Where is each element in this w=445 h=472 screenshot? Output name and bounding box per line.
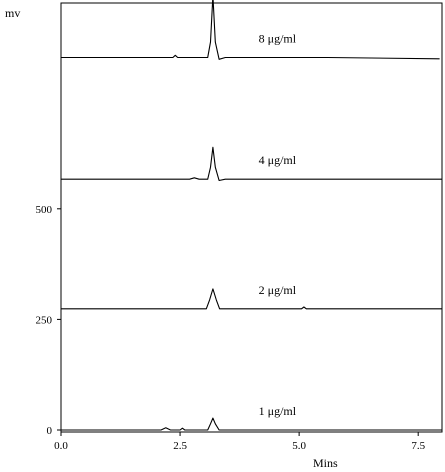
y-tick-label: 500 (36, 204, 53, 216)
x-tick-label: 0.0 (54, 440, 68, 452)
plot-frame (60, 2, 443, 433)
series-label: 8 μg/ml (259, 31, 297, 45)
series-labels: 32 μg/ml16 μg/ml8 μg/ml4 μg/ml2 μg/ml1 μ… (259, 31, 297, 418)
y-axis-ticks: 0 250 500 (36, 204, 61, 437)
x-axis-ticks: 0.0 2.5 5.0 7.5 (54, 432, 426, 452)
series-label: 1 μg/ml (259, 404, 297, 418)
x-tick-label: 2.5 (173, 440, 187, 452)
series-line (61, 146, 442, 182)
y-axis-label: mv (5, 6, 20, 20)
y-tick-label: 0 (47, 425, 53, 437)
series-label: 4 μg/ml (259, 153, 297, 167)
chromatogram-traces (61, 0, 442, 431)
x-tick-label: 7.5 (411, 440, 425, 452)
series-line (61, 0, 440, 60)
series-line (61, 288, 442, 310)
series-label: 2 μg/ml (259, 283, 297, 297)
y-tick-label: 250 (36, 314, 53, 326)
series-line (61, 417, 442, 431)
x-axis-label: Mins (313, 456, 338, 470)
x-tick-label: 5.0 (292, 440, 306, 452)
